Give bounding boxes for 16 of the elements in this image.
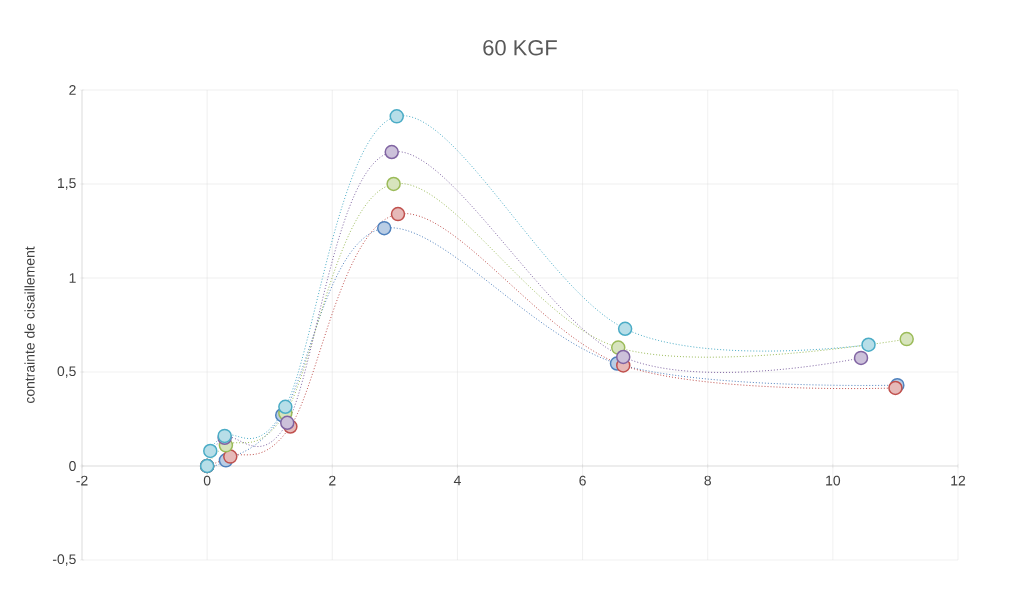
- x-tick-label: 12: [951, 475, 966, 486]
- x-tick-label: 0: [203, 475, 211, 486]
- x-tick-label: 6: [579, 475, 586, 486]
- y-tick-label: 0,5: [57, 366, 76, 378]
- x-tick-label: 10: [826, 475, 841, 486]
- y-tick-label: -0,5: [52, 554, 76, 566]
- x-tick-label: -2: [76, 475, 88, 486]
- y-tick-label: 1: [69, 273, 76, 283]
- y-tick-label: 1,5: [58, 178, 76, 190]
- chart-title: 60 KGF: [483, 39, 557, 56]
- x-tick-label: 4: [453, 475, 461, 486]
- y-tick-label: 2: [69, 85, 76, 95]
- y-tick-label: 0: [69, 461, 76, 471]
- x-tick-label: 2: [329, 475, 336, 486]
- y-axis-title: contrainte de cisaillement: [24, 246, 35, 404]
- x-tick-label: 8: [704, 475, 711, 486]
